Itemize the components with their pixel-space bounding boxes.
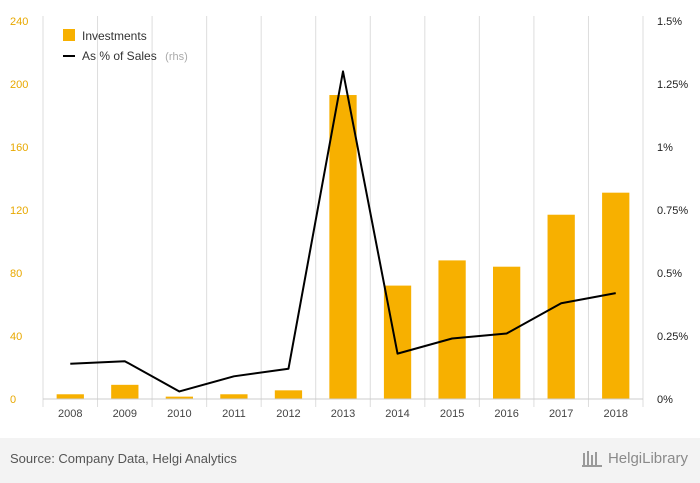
right-tick-label: 0.25% xyxy=(657,331,688,343)
x-axis-ticks: 2008 2009 2010 2011 2012 2013 2014 2015 2016 2017… xyxy=(58,408,628,420)
left-tick-label: 120 xyxy=(10,205,28,217)
bar-2015 xyxy=(438,260,466,399)
legend-label-investments: Investments xyxy=(82,29,147,43)
bar-2013 xyxy=(329,95,357,400)
grid-lines xyxy=(42,16,644,407)
left-tick-label: 40 xyxy=(10,331,22,343)
x-tick-label: 2011 xyxy=(222,408,246,420)
left-tick-label: 0 xyxy=(10,394,16,406)
x-tick-label: 2009 xyxy=(113,408,137,420)
x-tick-label: 2008 xyxy=(58,408,82,420)
bar-2017 xyxy=(547,214,575,399)
footer: Source: Company Data, Helgi Analytics He… xyxy=(0,438,700,483)
x-tick-label: 2017 xyxy=(549,408,573,420)
legend-swatch-investments xyxy=(63,29,75,41)
left-tick-label: 80 xyxy=(10,268,22,280)
x-tick-label: 2010 xyxy=(167,408,191,420)
bar-2009 xyxy=(111,384,139,399)
sales-percentage-line xyxy=(70,70,616,393)
left-tick-label: 200 xyxy=(10,79,28,91)
library-icon xyxy=(581,451,602,467)
right-tick-label: 0% xyxy=(657,394,673,406)
legend-label-sales-pct: As % of Sales (rhs) xyxy=(82,47,188,64)
right-tick-label: 1.25% xyxy=(657,79,688,91)
right-tick-label: 1.5% xyxy=(657,16,682,28)
right-axis-ticks: 0% 0.25% 0.5% 0.75% 1% 1.25% 1.5% xyxy=(657,16,688,406)
bar-2008 xyxy=(56,394,84,399)
right-tick-label: 1% xyxy=(657,142,673,154)
source-note: Source: Company Data, Helgi Analytics xyxy=(10,451,237,466)
helgi-library-logo: HelgiLibrary xyxy=(581,449,688,467)
logo-text: HelgiLibrary xyxy=(607,449,688,467)
investment-bars xyxy=(56,95,630,400)
left-tick-label: 240 xyxy=(10,16,28,28)
bar-2010 xyxy=(165,396,193,399)
x-tick-label: 2016 xyxy=(494,408,518,420)
left-tick-label: 160 xyxy=(10,142,28,154)
x-tick-label: 2018 xyxy=(603,408,627,420)
x-tick-label: 2014 xyxy=(385,408,409,420)
bar-2011 xyxy=(220,394,248,399)
bar-2012 xyxy=(274,390,303,399)
x-tick-label: 2013 xyxy=(331,408,355,420)
left-axis-ticks: 0 40 80 120 160 200 240 xyxy=(10,16,28,406)
right-tick-label: 0.5% xyxy=(657,268,682,280)
x-tick-label: 2012 xyxy=(276,408,300,420)
legend-rhs-suffix: (rhs) xyxy=(165,51,188,63)
legend-sales-pct-name: As % of Sales xyxy=(82,49,157,63)
combo-chart: 0 40 80 120 160 200 240 0% 0.25% 0.5% 0.75% 1% 1.25… xyxy=(10,16,688,420)
legend: Investments As % of Sales (rhs) xyxy=(63,29,188,64)
x-tick-label: 2015 xyxy=(440,408,464,420)
right-tick-label: 0.75% xyxy=(657,205,688,217)
